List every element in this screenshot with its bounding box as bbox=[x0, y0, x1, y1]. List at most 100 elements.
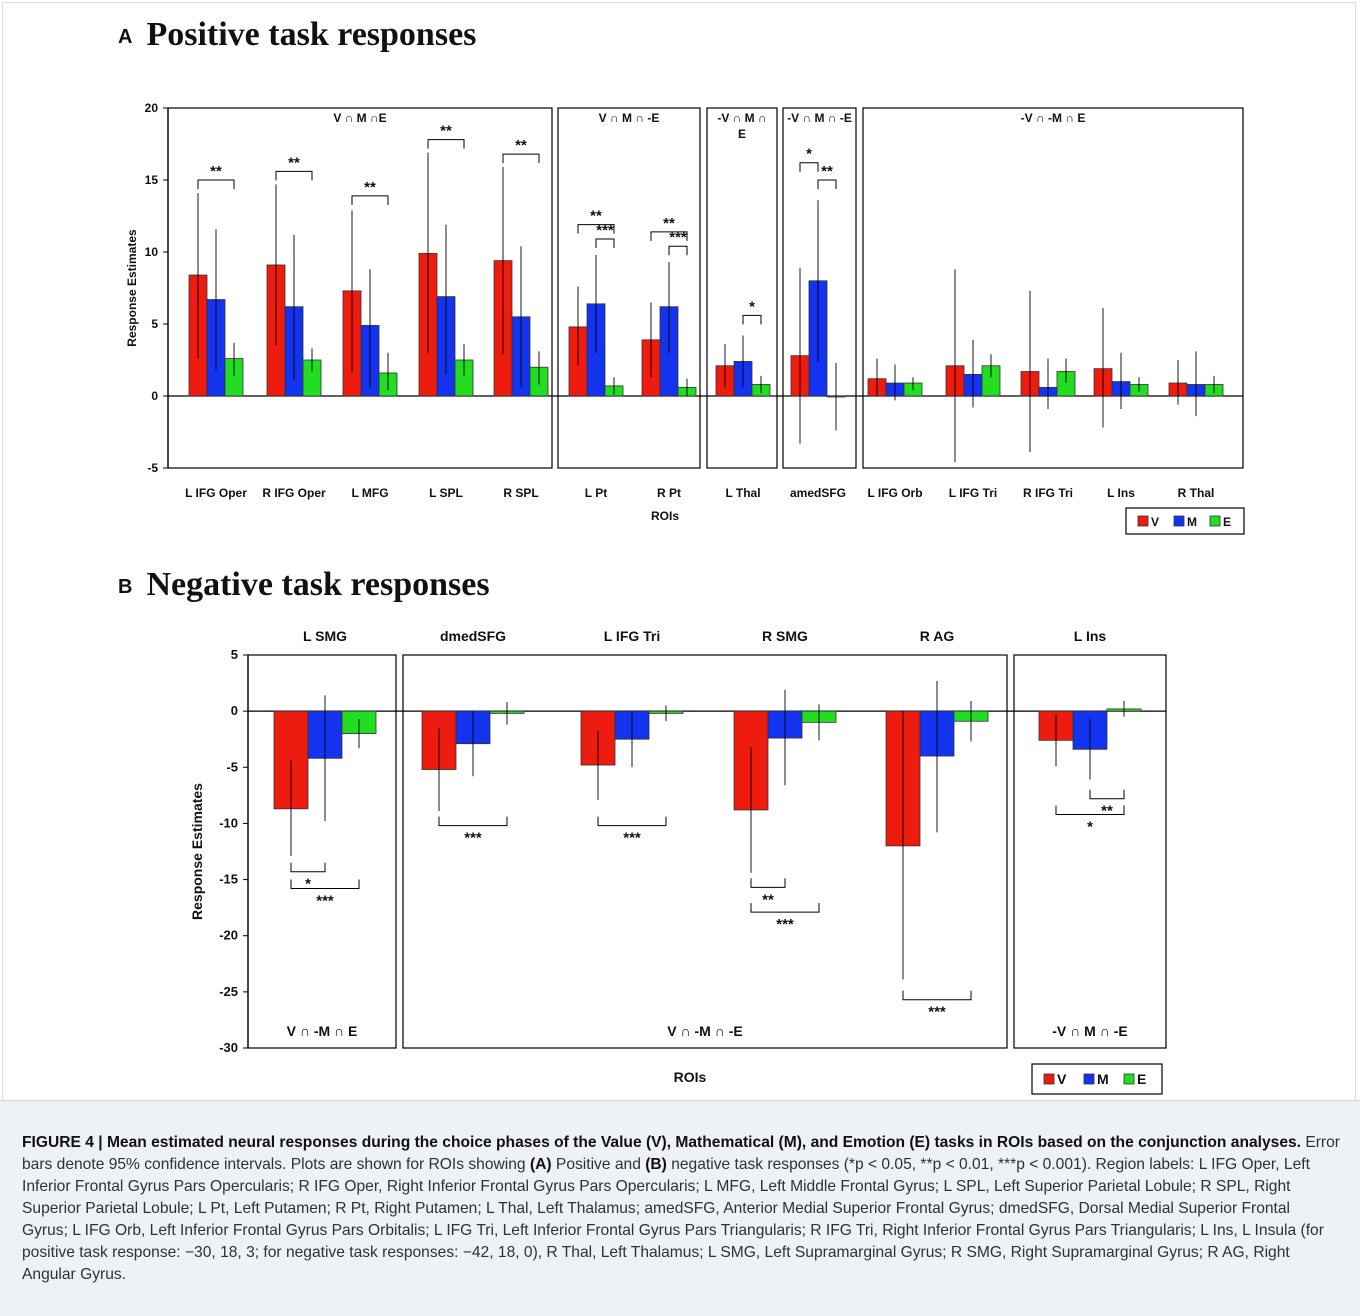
legend-swatch-v bbox=[1043, 1073, 1055, 1085]
group-label: V ∩ M ∩E bbox=[333, 111, 386, 125]
negative-responses-chart: 5 0 -5 -10 -15 -20 -25 -30 Response Estimates V ∩… bbox=[189, 628, 1167, 1095]
category-label: L IFG Tri bbox=[604, 628, 661, 644]
group-label: -V ∩ -M ∩ E bbox=[1021, 111, 1086, 125]
group-box bbox=[1013, 654, 1167, 1049]
caption-text-2: Positive and bbox=[551, 1156, 646, 1173]
legend-label-v: V bbox=[1151, 515, 1159, 529]
category-label: L Ins bbox=[1074, 628, 1107, 644]
category-label: R SMG bbox=[762, 628, 808, 644]
legend-swatch-v bbox=[1137, 515, 1149, 527]
significance-bracket bbox=[750, 903, 820, 913]
y-tick-label: -30 bbox=[219, 1040, 238, 1055]
significance-label: * bbox=[806, 146, 812, 163]
x-axis-title: ROIs bbox=[651, 509, 679, 523]
significance-bracket bbox=[750, 878, 786, 888]
significance-label: * bbox=[1087, 818, 1093, 835]
x-axis-title: ROIs bbox=[674, 1069, 707, 1085]
significance-label: * bbox=[749, 298, 755, 315]
group-label: V ∩ -M ∩ E bbox=[287, 1023, 358, 1039]
significance-label: * bbox=[305, 876, 311, 893]
significance-label: ** bbox=[364, 179, 376, 196]
legend-label-v: V bbox=[1057, 1071, 1067, 1087]
group-label: -V ∩ M ∩ -E bbox=[787, 111, 852, 125]
category-label: L SPL bbox=[429, 486, 463, 500]
significance-bracket bbox=[290, 862, 326, 873]
significance-bracket bbox=[577, 224, 615, 234]
group-box bbox=[402, 654, 1008, 1049]
panel-a-letter: A bbox=[118, 26, 133, 48]
significance-label: ** bbox=[1101, 803, 1113, 820]
y-tick-label: 5 bbox=[151, 317, 158, 331]
category-label: R IFG Oper bbox=[262, 486, 326, 500]
significance-bracket bbox=[597, 816, 667, 827]
y-tick-label: -20 bbox=[219, 928, 238, 943]
significance-bracket bbox=[427, 139, 465, 149]
caption-a-ref: (A) bbox=[529, 1156, 552, 1173]
significance-bracket bbox=[742, 314, 762, 325]
y-tick-label: -5 bbox=[147, 461, 158, 475]
category-label: R IFG Tri bbox=[1023, 486, 1073, 500]
y-tick-label: 0 bbox=[151, 389, 158, 403]
group-label: E bbox=[738, 127, 746, 141]
category-label: R AG bbox=[920, 628, 955, 644]
y-tick-label: -15 bbox=[219, 872, 238, 887]
category-label: amedSFG bbox=[790, 486, 846, 500]
significance-bracket bbox=[595, 238, 615, 249]
y-tick-label: 5 bbox=[231, 647, 238, 662]
significance-bracket bbox=[1055, 805, 1125, 815]
group-label: -V ∩ M ∩ -E bbox=[1052, 1023, 1127, 1039]
category-label: R Thal bbox=[1178, 486, 1215, 500]
significance-label: *** bbox=[928, 1004, 946, 1021]
group-box bbox=[862, 107, 1244, 469]
caption-text-1: Error bars denote 95% confidence interva… bbox=[22, 1134, 1340, 1173]
y-tick-label: 15 bbox=[145, 173, 159, 187]
category-label: dmedSFG bbox=[440, 628, 506, 644]
group-label: -V ∩ M ∩ bbox=[717, 111, 766, 125]
legend-label-e: E bbox=[1223, 515, 1231, 529]
y-tick-label: -25 bbox=[219, 984, 238, 999]
category-label: L SMG bbox=[303, 628, 347, 644]
legend-label-m: M bbox=[1097, 1071, 1109, 1087]
significance-bracket bbox=[1089, 789, 1125, 800]
category-label: L IFG Tri bbox=[949, 486, 997, 500]
group-label: V ∩ -M ∩ -E bbox=[667, 1023, 742, 1039]
significance-bracket bbox=[275, 170, 313, 181]
significance-label: ** bbox=[440, 123, 452, 140]
significance-label: *** bbox=[316, 893, 334, 910]
significance-label: ** bbox=[663, 215, 675, 232]
y-axis-title: Response Estimates bbox=[189, 783, 205, 920]
group-box bbox=[167, 107, 553, 469]
significance-label: *** bbox=[669, 229, 687, 246]
significance-label: ** bbox=[210, 163, 222, 180]
legend-swatch-m bbox=[1173, 515, 1185, 527]
significance-bracket bbox=[197, 179, 235, 189]
caption-b-ref: (B) bbox=[645, 1156, 667, 1173]
category-label: L Thal bbox=[725, 486, 760, 500]
panel-b-letter: B bbox=[118, 576, 133, 598]
significance-bracket bbox=[902, 990, 972, 1001]
category-label: L Pt bbox=[585, 486, 607, 500]
significance-bracket bbox=[668, 245, 688, 256]
panel-a-title: A Positive task responses bbox=[118, 16, 476, 54]
group-box bbox=[782, 107, 857, 469]
category-label: L Ins bbox=[1107, 486, 1135, 500]
significance-label: ** bbox=[515, 137, 527, 154]
significance-label: *** bbox=[776, 916, 794, 933]
category-label: R SPL bbox=[503, 486, 538, 500]
legend-swatch-e bbox=[1123, 1073, 1135, 1085]
positive-responses-chart: 20 15 10 5 0 -5 Response Estimates V ∩ M ∩E V ∩ … bbox=[125, 101, 1245, 535]
category-label: L MFG bbox=[351, 486, 388, 500]
group-label: V ∩ M ∩ -E bbox=[599, 111, 660, 125]
y-tick-label: -5 bbox=[226, 759, 238, 774]
caption-box bbox=[0, 1100, 1360, 1316]
legend-swatch-m bbox=[1083, 1073, 1095, 1085]
panel-b-title: B Negative task responses bbox=[118, 566, 490, 604]
significance-label: ** bbox=[288, 154, 300, 171]
significance-bracket bbox=[650, 231, 688, 241]
significance-label: ** bbox=[762, 891, 774, 908]
figure-caption: FIGURE 4 | Mean estimated neural respons… bbox=[22, 1132, 1340, 1286]
caption-text-3: negative task responses (*p < 0.05, **p … bbox=[22, 1156, 1324, 1283]
group-box bbox=[247, 654, 397, 1049]
group-box bbox=[557, 107, 701, 469]
legend-label-m: M bbox=[1187, 515, 1197, 529]
